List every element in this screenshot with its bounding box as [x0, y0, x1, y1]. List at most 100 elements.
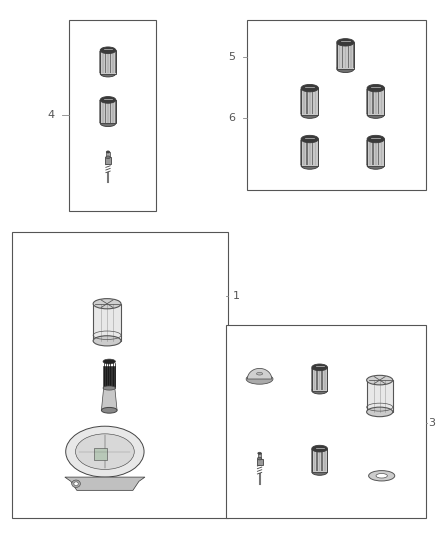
Ellipse shape	[367, 84, 385, 92]
Bar	[378, 140, 379, 165]
Bar	[336, 43, 338, 68]
Bar	[347, 43, 349, 68]
Bar	[321, 449, 323, 471]
Bar	[350, 43, 352, 68]
Bar	[372, 88, 374, 114]
Text: 4: 4	[48, 110, 55, 120]
Bar	[367, 88, 385, 115]
Ellipse shape	[93, 298, 121, 309]
Bar	[93, 304, 121, 341]
Ellipse shape	[301, 135, 318, 143]
Ellipse shape	[301, 162, 318, 169]
Bar	[115, 100, 117, 123]
Bar	[309, 88, 311, 114]
Ellipse shape	[93, 336, 121, 346]
Ellipse shape	[106, 151, 110, 153]
Ellipse shape	[312, 387, 328, 394]
Bar	[316, 368, 318, 390]
Bar	[113, 51, 114, 73]
Bar	[353, 43, 355, 68]
Bar	[12, 232, 228, 519]
Bar	[366, 140, 368, 165]
Bar	[381, 88, 382, 114]
Ellipse shape	[100, 70, 116, 77]
Bar	[318, 88, 319, 114]
Ellipse shape	[367, 375, 393, 385]
Bar	[100, 100, 116, 123]
Ellipse shape	[312, 469, 328, 475]
Bar	[306, 88, 307, 114]
Bar	[257, 458, 263, 465]
Bar	[300, 88, 302, 114]
Bar	[318, 140, 319, 165]
Bar	[115, 51, 117, 73]
Bar	[369, 140, 371, 165]
Ellipse shape	[106, 156, 110, 159]
Text: 1: 1	[233, 290, 240, 301]
Bar	[342, 43, 343, 68]
Ellipse shape	[376, 473, 387, 478]
Bar	[367, 380, 393, 412]
Ellipse shape	[312, 445, 328, 452]
Bar	[312, 367, 328, 391]
Ellipse shape	[100, 120, 116, 126]
Bar	[321, 368, 323, 390]
Ellipse shape	[258, 452, 261, 454]
Bar	[315, 88, 316, 114]
Bar	[306, 140, 307, 165]
Bar	[375, 88, 377, 114]
Bar	[106, 152, 110, 157]
Ellipse shape	[74, 482, 78, 486]
Bar	[258, 453, 261, 458]
Ellipse shape	[367, 135, 385, 143]
Ellipse shape	[367, 407, 393, 417]
Bar	[94, 448, 107, 459]
Bar	[110, 100, 111, 123]
Bar	[314, 449, 315, 471]
Bar	[369, 88, 371, 114]
Ellipse shape	[312, 364, 328, 370]
Bar	[339, 43, 340, 68]
Text: 3: 3	[428, 418, 435, 428]
Bar	[311, 449, 313, 471]
Bar	[366, 88, 368, 114]
Bar	[303, 88, 305, 114]
Ellipse shape	[337, 38, 354, 46]
Ellipse shape	[257, 373, 263, 375]
Bar	[105, 100, 106, 123]
Bar	[375, 140, 377, 165]
Bar	[99, 100, 101, 123]
Bar	[327, 368, 328, 390]
Bar	[303, 140, 305, 165]
Ellipse shape	[100, 96, 116, 103]
Ellipse shape	[369, 471, 395, 481]
Ellipse shape	[337, 65, 354, 72]
Text: 5: 5	[229, 52, 236, 62]
Bar	[327, 449, 328, 471]
Bar	[312, 88, 314, 114]
Bar	[372, 140, 374, 165]
Polygon shape	[247, 368, 272, 379]
Bar	[102, 51, 103, 73]
Bar	[226, 325, 426, 519]
Bar	[113, 100, 114, 123]
Text: 6: 6	[229, 113, 236, 123]
Bar	[311, 368, 313, 390]
Polygon shape	[65, 477, 145, 490]
Bar	[378, 88, 379, 114]
Bar	[300, 140, 302, 165]
Ellipse shape	[102, 407, 117, 413]
Bar	[301, 139, 318, 166]
Ellipse shape	[75, 434, 134, 470]
Bar	[309, 140, 311, 165]
Bar	[314, 368, 315, 390]
Bar	[247, 20, 426, 190]
Ellipse shape	[301, 84, 318, 92]
Bar	[345, 43, 346, 68]
Bar	[100, 50, 116, 74]
Ellipse shape	[103, 359, 116, 364]
Ellipse shape	[72, 480, 81, 488]
Ellipse shape	[301, 111, 318, 118]
Bar	[384, 88, 385, 114]
Bar	[107, 100, 109, 123]
